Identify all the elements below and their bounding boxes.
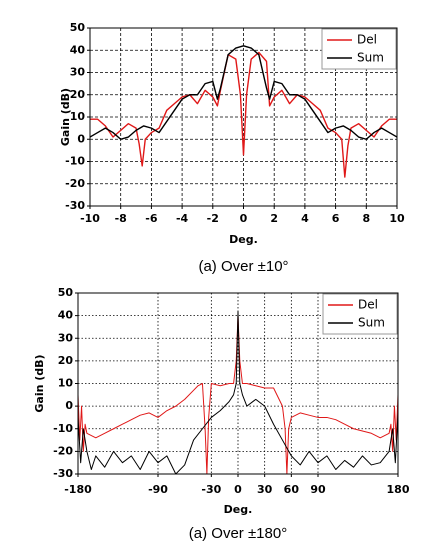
legend-label: Sum	[357, 51, 384, 65]
series-line	[90, 51, 397, 178]
y-tick-label: 40	[70, 43, 86, 56]
x-tick-label: -30	[201, 483, 221, 496]
series-line	[90, 45, 397, 140]
legend-box	[321, 28, 397, 70]
x-axis-label: Deg.	[224, 503, 253, 516]
x-tick-label: -6	[145, 212, 158, 225]
y-tick-label: -10	[53, 422, 73, 435]
x-tick-label: 60	[284, 483, 300, 496]
y-tick-label: 30	[70, 66, 86, 79]
legend-label: Sum	[358, 316, 385, 330]
legend-label: Del	[358, 298, 378, 312]
x-axis-label: Deg.	[229, 233, 258, 246]
y-tick-label: -20	[65, 177, 85, 190]
y-tick-label: 50	[58, 286, 74, 299]
x-tick-label: -10	[80, 212, 100, 225]
y-tick-label: 20	[58, 354, 74, 367]
x-tick-label: 4	[301, 212, 309, 225]
y-tick-label: 50	[70, 21, 86, 34]
x-tick-label: 90	[310, 483, 326, 496]
y-tick-label: 10	[58, 377, 74, 390]
x-tick-label: 2	[270, 212, 278, 225]
caption: (a) Over ±180°	[189, 525, 287, 542]
y-tick-label: -20	[53, 444, 73, 457]
y-tick-label: 0	[77, 132, 85, 145]
series-line	[78, 310, 398, 474]
y-tick-label: 30	[58, 331, 74, 344]
y-tick-label: -30	[53, 467, 73, 480]
x-tick-label: 30	[257, 483, 273, 496]
x-tick-label: -180	[64, 483, 92, 496]
y-tick-label: 40	[58, 309, 74, 322]
caption: (a) Over ±10°	[198, 258, 288, 275]
y-axis-label: Gain (dB)	[33, 354, 46, 412]
y-tick-label: 0	[65, 399, 73, 412]
x-tick-label: 8	[362, 212, 370, 225]
x-tick-label: 0	[234, 483, 242, 496]
x-tick-label: 6	[332, 212, 340, 225]
y-tick-label: -10	[65, 155, 85, 168]
plot-frame	[77, 292, 399, 475]
x-tick-label: 180	[387, 483, 410, 496]
y-tick-label: 10	[70, 110, 86, 123]
legend-label: Del	[357, 33, 377, 47]
plot-frame	[89, 27, 398, 207]
x-tick-label: -2	[207, 212, 219, 225]
x-tick-label: -8	[115, 212, 127, 225]
y-axis-label: Gain (dB)	[59, 88, 72, 146]
y-tick-label: 20	[70, 88, 86, 101]
y-tick-label: -30	[65, 199, 85, 212]
x-tick-label: 10	[389, 212, 405, 225]
x-tick-label: -90	[148, 483, 168, 496]
legend-box	[322, 293, 398, 335]
x-tick-label: -4	[176, 212, 189, 225]
x-tick-label: 0	[240, 212, 248, 225]
